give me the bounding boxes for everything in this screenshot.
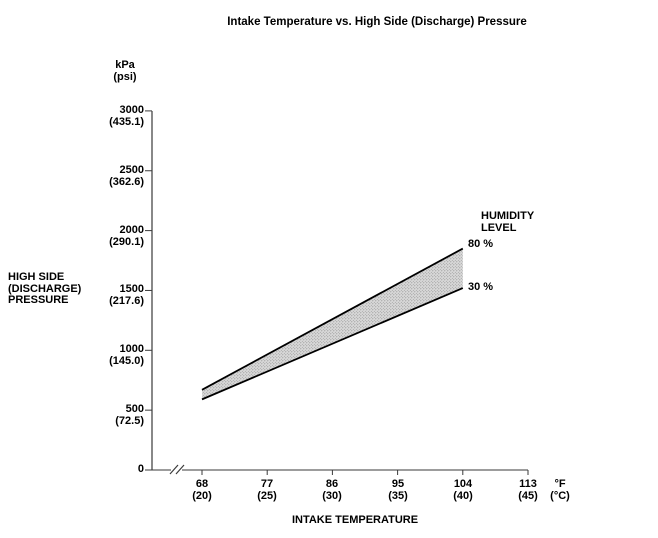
x-tick-label: 95 (35) bbox=[388, 478, 408, 502]
y-tick-label: 3000 (435.1) bbox=[109, 104, 144, 128]
x-tick-label: 68 (20) bbox=[192, 478, 212, 502]
x-tick-label: 77 (25) bbox=[257, 478, 277, 502]
y-tick-label: 1000 (145.0) bbox=[109, 343, 144, 367]
y-tick-label: 1500 (217.6) bbox=[109, 283, 144, 307]
humidity-level-heading: HUMIDITY LEVEL bbox=[481, 210, 535, 234]
humidity-line-80 bbox=[201, 247, 464, 391]
y-tick-label: 0 bbox=[137, 463, 144, 475]
x-tick-label: 104 (40) bbox=[453, 478, 473, 502]
x-tick-label: 113 (45) bbox=[518, 478, 538, 502]
humidity-band bbox=[202, 248, 463, 400]
humidity-line-30 bbox=[201, 287, 464, 401]
humidity-band-group bbox=[201, 247, 464, 401]
y-tick-label: 2000 (290.1) bbox=[109, 224, 144, 248]
x-tick-label: 86 (30) bbox=[322, 478, 342, 502]
x-axis-break-mark bbox=[169, 464, 179, 475]
x-axis-break-mark bbox=[175, 464, 185, 475]
x-axis-title: INTAKE TEMPERATURE bbox=[291, 514, 419, 526]
axes-group bbox=[145, 110, 529, 475]
humidity-30-label: 30 % bbox=[468, 281, 494, 293]
chart-title: Intake Temperature vs. High Side (Discha… bbox=[227, 16, 527, 28]
y-axis-unit-label: kPa (psi) bbox=[113, 59, 137, 83]
y-tick-label: 2500 (362.6) bbox=[109, 164, 144, 188]
y-tick-label: 500 (72.5) bbox=[115, 403, 144, 427]
humidity-80-label: 80 % bbox=[468, 238, 494, 250]
x-axis-unit-label: °F (°C) bbox=[550, 478, 570, 502]
y-axis-title: HIGH SIDE (DISCHARGE) PRESSURE bbox=[8, 271, 82, 306]
